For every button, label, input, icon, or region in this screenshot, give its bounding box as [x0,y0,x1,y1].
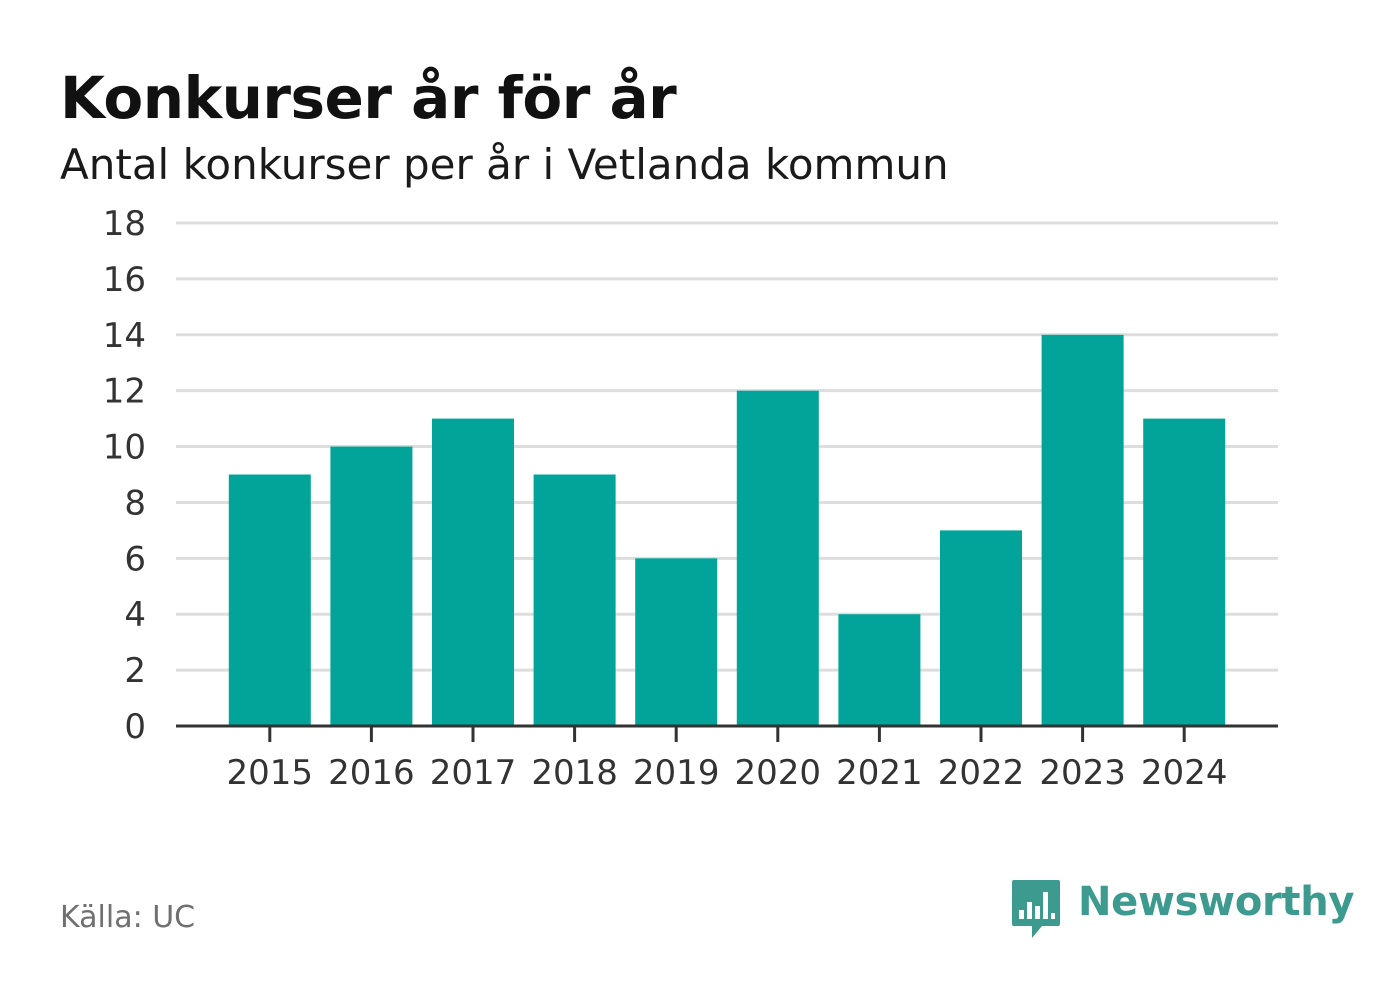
x-tick-label: 2024 [1141,753,1228,793]
bar-2018 [533,474,616,726]
x-tick-label: 2023 [1039,753,1126,793]
x-tick-label: 2020 [735,753,822,793]
y-tick-label: 8 [124,483,146,523]
y-tick-label: 12 [103,372,146,412]
y-tick-label: 16 [103,260,146,300]
y-tick-label: 14 [103,316,146,356]
x-tick-label: 2022 [938,753,1025,793]
x-tick-label: 2019 [633,753,720,793]
chart-title: Konkurser år för år [60,64,677,132]
bar-2021 [838,614,921,726]
bar-chart: 0 2 4 6 8 10 12 14 16 18 2015 2016 2017 2018 2019 2020… [103,204,1278,793]
bar-2019 [635,558,718,726]
y-tick-label: 10 [103,428,146,468]
y-tick-label: 6 [124,539,146,579]
x-axis [176,724,1278,742]
brand: Newsworthy [1010,878,1355,942]
x-tick-label: 2021 [836,753,923,793]
y-tick-label: 2 [124,651,146,691]
bar-2015 [228,474,311,726]
chart-subtitle: Antal konkurser per år i Vetlanda kommun [60,140,949,189]
y-tick-label: 4 [124,595,146,635]
newsworthy-logo-icon [1012,880,1060,938]
x-tick-label: 2018 [531,753,618,793]
bar-2024 [1143,418,1226,726]
bar-2022 [940,530,1022,726]
brand-name: Newsworthy [1078,879,1355,925]
y-tick-label: 0 [124,707,146,747]
x-tick-label: 2016 [328,753,415,793]
x-tick-label: 2017 [430,753,517,793]
bar-2017 [432,418,514,726]
x-tick-label: 2015 [227,753,314,793]
y-tick-labels: 0 2 4 6 8 10 12 14 16 18 [103,204,146,747]
bars [228,334,1226,726]
y-tick-label: 18 [103,204,146,244]
source-note: Källa: UC [60,900,196,935]
bar-2023 [1041,334,1124,726]
x-tick-labels: 2015 2016 2017 2018 2019 2020 2021 2022 2023 2024 [227,753,1228,793]
bar-2016 [330,446,413,726]
bar-2020 [736,390,819,726]
